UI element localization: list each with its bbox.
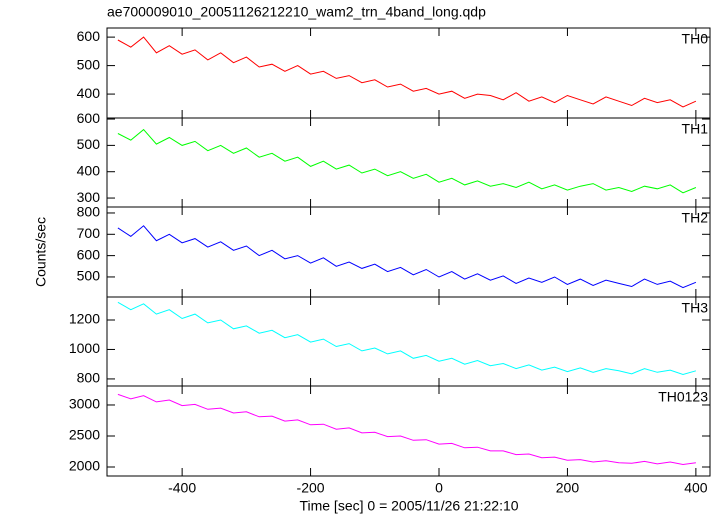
x-tick-label: -400: [168, 480, 196, 496]
y-tick-label: 300: [77, 189, 101, 205]
y-tick-label: 400: [77, 85, 101, 101]
y-axis-label: Counts/sec: [33, 217, 49, 287]
series-line: [117, 301, 697, 376]
y-tick-label: 800: [77, 204, 101, 220]
y-tick-label: 800: [77, 370, 101, 386]
series-line: [117, 128, 697, 194]
x-tick-label: 400: [684, 480, 708, 496]
x-tick-label: 200: [556, 480, 580, 496]
y-tick-label: 400: [77, 162, 101, 178]
panel-frame: [106, 27, 711, 119]
x-tick-label: 0: [435, 480, 443, 496]
y-tick-label: 600: [77, 246, 101, 262]
x-axis-label: Time [sec] 0 = 2005/11/26 21:22:10: [299, 498, 518, 514]
x-tick-label: -200: [297, 480, 325, 496]
series-line: [117, 393, 696, 466]
y-tick-label: 500: [77, 136, 101, 152]
panel-label: TH0123: [658, 389, 708, 405]
y-tick-label: 2500: [69, 427, 100, 443]
panel-frame: [106, 117, 711, 208]
panel-frame: [106, 385, 711, 477]
series-line: [117, 36, 697, 108]
y-tick-label: 1000: [69, 340, 100, 356]
panel-label: TH0: [682, 31, 709, 47]
y-tick-label: 600: [77, 110, 101, 126]
y-tick-label: 500: [77, 268, 101, 284]
y-tick-label: 1200: [69, 311, 100, 327]
chart-title: ae700009010_20051126212210_wam2_trn_4ban…: [107, 4, 486, 20]
panel-label: TH2: [682, 210, 709, 226]
panel-label: TH1: [682, 121, 709, 137]
panel-frame: [106, 296, 711, 387]
y-tick-label: 500: [77, 56, 101, 72]
y-tick-label: 3000: [69, 396, 100, 412]
y-tick-label: 600: [77, 28, 101, 44]
y-tick-label: 700: [77, 225, 101, 241]
series-line: [117, 225, 697, 289]
y-tick-label: 2000: [69, 458, 100, 474]
panel-label: TH3: [682, 300, 709, 316]
